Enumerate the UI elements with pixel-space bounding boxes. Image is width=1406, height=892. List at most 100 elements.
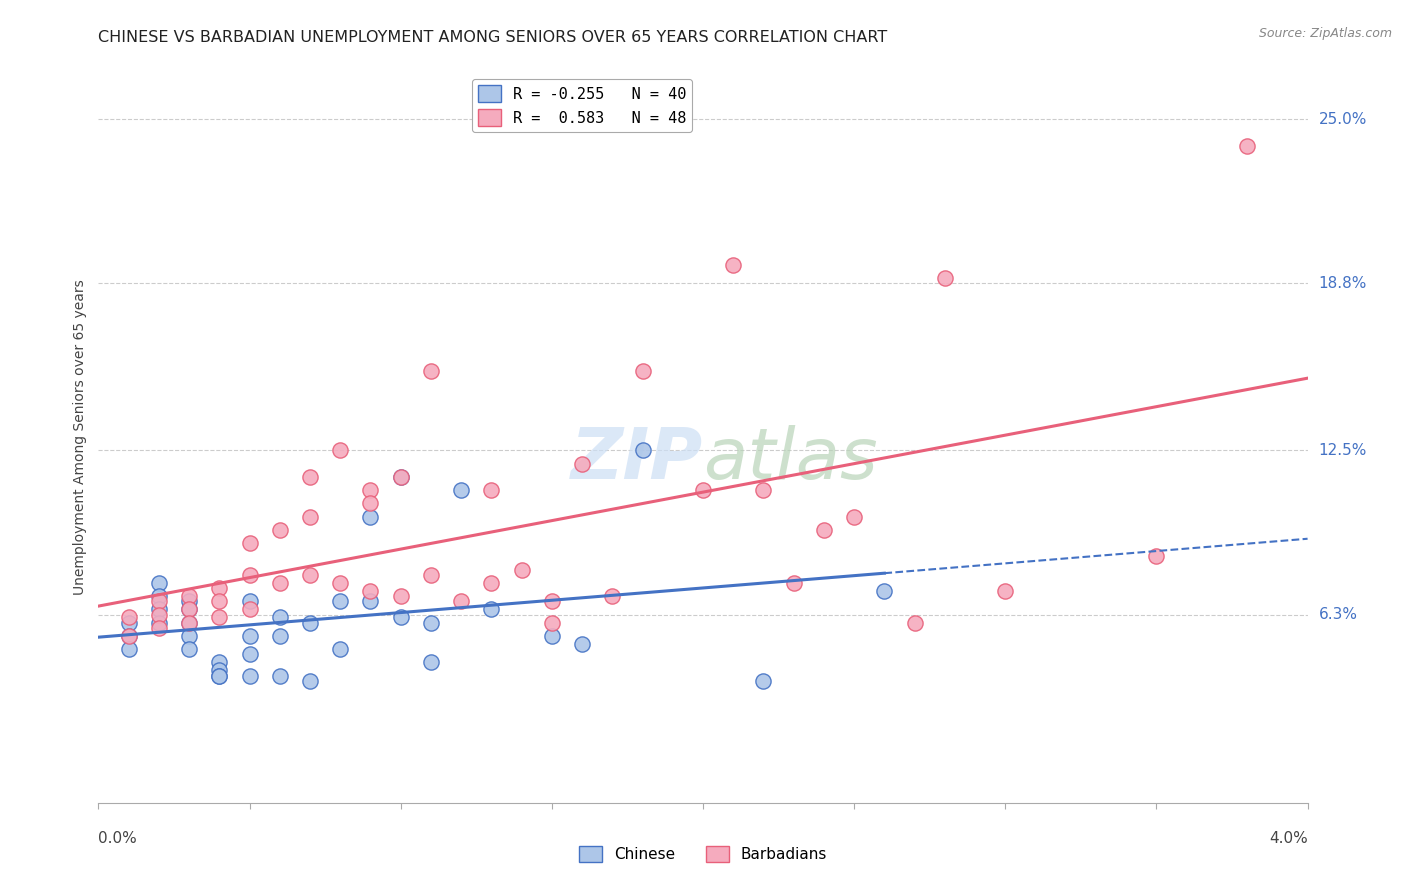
Point [419, 615, 441, 630]
Point [479, 483, 503, 497]
Point [208, 668, 231, 682]
Point [269, 610, 291, 624]
Point [148, 594, 170, 608]
Point [419, 364, 441, 378]
Text: 4.0%: 4.0% [1268, 830, 1308, 846]
Point [179, 615, 201, 630]
Text: 25.0%: 25.0% [1319, 112, 1367, 127]
Point [118, 642, 141, 657]
Point [179, 629, 201, 643]
Point [208, 610, 231, 624]
Point [179, 589, 201, 603]
Point [389, 610, 412, 624]
Point [269, 668, 291, 682]
Point [179, 602, 201, 616]
Point [208, 594, 231, 608]
Point [269, 575, 291, 590]
Point [239, 536, 262, 550]
Point [479, 602, 503, 616]
Point [208, 663, 231, 677]
Point [540, 594, 562, 608]
Y-axis label: Unemployment Among Seniors over 65 years: Unemployment Among Seniors over 65 years [73, 279, 87, 595]
Point [299, 509, 322, 524]
Point [510, 563, 533, 577]
Point [389, 470, 412, 484]
Point [389, 470, 412, 484]
Point [419, 567, 441, 582]
Point [752, 673, 775, 688]
Point [269, 523, 291, 537]
Text: Source: ZipAtlas.com: Source: ZipAtlas.com [1258, 27, 1392, 40]
Point [148, 602, 170, 616]
Point [148, 621, 170, 635]
Point [179, 615, 201, 630]
Point [208, 668, 231, 682]
Point [148, 607, 170, 622]
Point [239, 567, 262, 582]
Point [571, 457, 593, 471]
Text: CHINESE VS BARBADIAN UNEMPLOYMENT AMONG SENIORS OVER 65 YEARS CORRELATION CHART: CHINESE VS BARBADIAN UNEMPLOYMENT AMONG … [98, 29, 887, 45]
Point [329, 642, 352, 657]
Point [148, 575, 170, 590]
Point [148, 615, 170, 630]
Point [118, 610, 141, 624]
Point [299, 567, 322, 582]
Point [118, 615, 141, 630]
Point [179, 602, 201, 616]
Point [692, 483, 714, 497]
Point [631, 364, 654, 378]
Point [299, 470, 322, 484]
Point [208, 581, 231, 595]
Point [450, 483, 472, 497]
Point [118, 629, 141, 643]
Legend: Chinese, Barbadians: Chinese, Barbadians [572, 839, 834, 868]
Text: 12.5%: 12.5% [1319, 442, 1367, 458]
Point [813, 523, 835, 537]
Point [540, 615, 562, 630]
Point [844, 509, 866, 524]
Point [994, 583, 1017, 598]
Point [873, 583, 896, 598]
Point [359, 594, 381, 608]
Point [359, 496, 381, 510]
Point [179, 594, 201, 608]
Point [479, 575, 503, 590]
Point [329, 594, 352, 608]
Point [359, 583, 381, 598]
Point [239, 668, 262, 682]
Point [934, 271, 956, 285]
Point [359, 509, 381, 524]
Point [602, 589, 624, 603]
Point [450, 594, 472, 608]
Point [631, 443, 654, 458]
Point [299, 673, 322, 688]
Point [329, 443, 352, 458]
Point [752, 483, 775, 497]
Text: 6.3%: 6.3% [1319, 607, 1358, 622]
Point [903, 615, 925, 630]
Point [419, 656, 441, 670]
Point [239, 594, 262, 608]
Text: 18.8%: 18.8% [1319, 276, 1367, 291]
Point [299, 615, 322, 630]
Point [118, 629, 141, 643]
Point [571, 637, 593, 651]
Point [782, 575, 804, 590]
Point [269, 629, 291, 643]
Point [359, 483, 381, 497]
Point [1144, 549, 1167, 564]
Point [148, 589, 170, 603]
Point [329, 575, 352, 590]
Point [179, 642, 201, 657]
Text: 0.0%: 0.0% [98, 830, 138, 846]
Text: ZIP: ZIP [571, 425, 703, 493]
Point [1236, 138, 1258, 153]
Point [239, 629, 262, 643]
Point [239, 602, 262, 616]
Point [540, 629, 562, 643]
Point [389, 589, 412, 603]
Point [239, 648, 262, 662]
Text: atlas: atlas [703, 425, 877, 493]
Point [723, 258, 745, 272]
Point [208, 656, 231, 670]
